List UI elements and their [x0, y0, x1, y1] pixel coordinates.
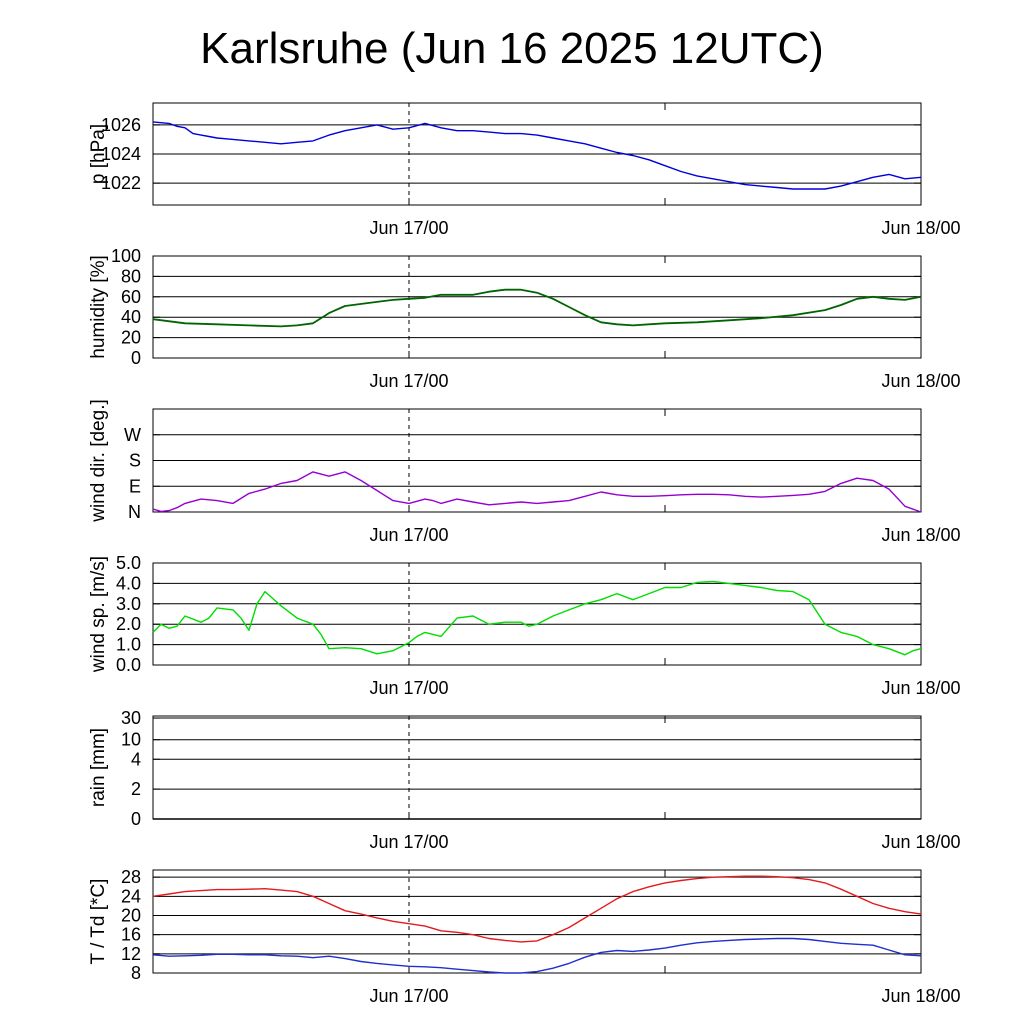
y-axis-label: T / Td [*C] — [88, 879, 109, 965]
y-axis-label: rain [mm] — [88, 728, 109, 807]
plot-frame — [152, 255, 922, 359]
y-tick-label: 30 — [121, 708, 141, 728]
y-tick-label: 20 — [121, 906, 141, 926]
y-tick-label: 80 — [121, 266, 141, 286]
y-tick-label: 10 — [121, 730, 141, 750]
x-tick-label: Jun 17/00 — [369, 371, 448, 391]
x-tick-label: Jun 18/00 — [881, 218, 960, 238]
y-tick-label: 1022 — [101, 173, 141, 193]
y-tick-label: 4 — [131, 749, 141, 769]
x-tick-label: Jun 17/00 — [369, 678, 448, 698]
x-tick-label: Jun 17/00 — [369, 218, 448, 238]
x-tick-label: Jun 18/00 — [881, 371, 960, 391]
y-tick-label: 3.0 — [116, 594, 141, 614]
y-tick-label: 60 — [121, 287, 141, 307]
y-tick-label: 5.0 — [116, 553, 141, 573]
y-tick-label: 100 — [111, 246, 141, 266]
series-line-temperature — [152, 875, 922, 943]
panel-wind-speed: 0.01.02.03.04.05.0 wind sp. [m/s] Jun 17/0… — [88, 553, 961, 698]
page-title: Karlsruhe (Jun 16 2025 12UTC) — [200, 24, 824, 73]
series-line-humidity — [152, 288, 922, 328]
y-tick-label: 2.0 — [116, 614, 141, 634]
y-tick-label: 1024 — [101, 144, 141, 164]
y-tick-label: 0.0 — [116, 655, 141, 675]
series-line-dewpoint — [152, 937, 922, 974]
plot-frame — [152, 562, 922, 666]
y-tick-label: 40 — [121, 307, 141, 327]
y-axis-label: wind sp. [m/s] — [88, 556, 109, 673]
x-tick-label: Jun 17/00 — [369, 986, 448, 1006]
y-axis-label: humidity [%] — [88, 255, 109, 358]
y-tick-label: 12 — [121, 944, 141, 964]
y-tick-label: 28 — [121, 867, 141, 887]
plot-frame — [152, 869, 922, 974]
y-tick-label: W — [124, 425, 141, 445]
y-tick-label: 4.0 — [116, 573, 141, 593]
x-tick-label: Jun 18/00 — [881, 986, 960, 1006]
x-tick-label: Jun 17/00 — [369, 525, 448, 545]
y-tick-label: 0 — [131, 348, 141, 368]
series-line-pressure — [152, 121, 922, 190]
y-tick-label: E — [129, 476, 141, 496]
plot-frame — [152, 715, 922, 820]
x-tick-label: Jun 17/00 — [369, 832, 448, 852]
x-tick-label: Jun 18/00 — [881, 832, 960, 852]
y-tick-label: N — [128, 502, 141, 522]
y-tick-label: S — [129, 451, 141, 471]
y-axis-label: wind dir. [deg.] — [88, 399, 109, 523]
series-line-wind_dir — [152, 471, 922, 513]
x-tick-label: Jun 18/00 — [881, 678, 960, 698]
y-tick-label: 2 — [131, 779, 141, 799]
x-tick-label: Jun 18/00 — [881, 525, 960, 545]
y-axis-label: p [hPa] — [88, 124, 109, 184]
y-tick-label: 24 — [121, 886, 141, 906]
y-tick-label: 8 — [131, 963, 141, 983]
y-tick-label: 16 — [121, 925, 141, 945]
y-tick-label: 1026 — [101, 115, 141, 135]
y-tick-label: 20 — [121, 328, 141, 348]
y-tick-label: 0 — [131, 809, 141, 829]
y-tick-label: 1.0 — [116, 635, 141, 655]
series-line-wind_speed — [152, 580, 922, 656]
